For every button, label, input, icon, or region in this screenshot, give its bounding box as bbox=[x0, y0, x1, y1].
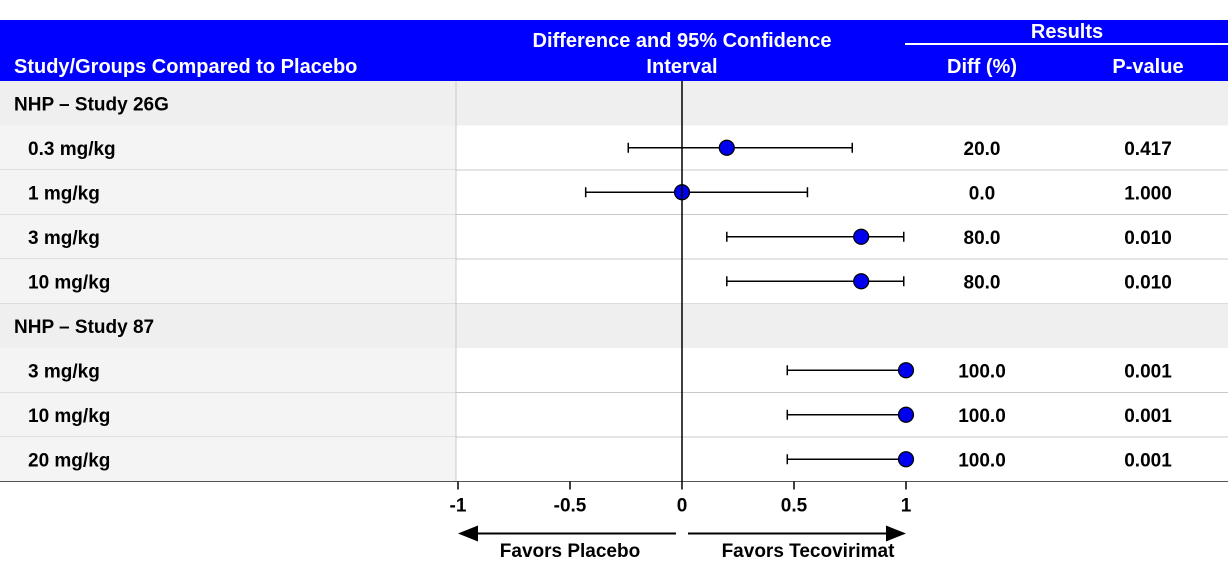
group-label-cell bbox=[0, 125, 456, 170]
point-estimate bbox=[853, 273, 870, 290]
group-label: 1 mg/kg bbox=[28, 183, 100, 204]
diff-value: 20.0 bbox=[964, 139, 1001, 160]
x-tick-label: 0.5 bbox=[781, 496, 808, 517]
group-label: 3 mg/kg bbox=[28, 361, 100, 382]
header-results: Results bbox=[1031, 21, 1103, 43]
diff-value: 80.0 bbox=[964, 272, 1001, 293]
group-label-cell bbox=[0, 170, 456, 215]
p-value: 0.010 bbox=[1124, 228, 1172, 249]
group-label-cell bbox=[0, 259, 456, 304]
table-header-background bbox=[0, 20, 1228, 81]
group-label: 3 mg/kg bbox=[28, 228, 100, 249]
header-pvalue: P-value bbox=[1112, 56, 1183, 78]
x-tick-label: 1 bbox=[901, 496, 912, 517]
point-estimate bbox=[897, 406, 915, 423]
p-value: 0.001 bbox=[1124, 361, 1172, 382]
group-label: 20 mg/kg bbox=[28, 450, 110, 471]
group-label: 10 mg/kg bbox=[28, 406, 110, 427]
study-name: NHP – Study 87 bbox=[14, 317, 154, 338]
study-row-background bbox=[0, 303, 1228, 348]
diff-value: 80.0 bbox=[964, 228, 1001, 249]
x-axis: -1 -0.5 0 0.5 1 bbox=[450, 481, 912, 517]
diff-value: 100.0 bbox=[958, 361, 1006, 382]
forest-marks bbox=[584, 81, 915, 482]
group-label: 0.3 mg/kg bbox=[28, 139, 116, 160]
x-tick-label: 0 bbox=[677, 496, 688, 517]
p-value: 1.000 bbox=[1124, 183, 1172, 204]
table-rows: NHP – Study 26G 0.3 mg/kg 20.0 0.417 1 mg/kg… bbox=[0, 81, 1228, 482]
p-value: 0.001 bbox=[1124, 450, 1172, 471]
p-value: 0.010 bbox=[1124, 272, 1172, 293]
p-value: 0.001 bbox=[1124, 406, 1172, 427]
point-estimate bbox=[853, 228, 870, 245]
header-ci-line2: Interval bbox=[646, 56, 717, 78]
p-value: 0.417 bbox=[1124, 139, 1172, 160]
favors-placebo-label: Favors Placebo bbox=[500, 541, 640, 562]
diff-value: 100.0 bbox=[958, 450, 1006, 471]
group-label-cell bbox=[0, 348, 456, 393]
x-tick-label: -0.5 bbox=[554, 496, 587, 517]
point-estimate bbox=[897, 362, 915, 379]
study-name: NHP – Study 26G bbox=[14, 94, 169, 115]
group-label: 10 mg/kg bbox=[28, 272, 110, 293]
group-label-cell bbox=[0, 392, 456, 437]
header-study-groups: Study/Groups Compared to Placebo bbox=[14, 56, 357, 78]
point-estimate bbox=[897, 451, 915, 468]
diff-value: 100.0 bbox=[958, 406, 1006, 427]
point-estimate bbox=[718, 139, 735, 156]
group-label-cell bbox=[0, 437, 456, 482]
group-label-cell bbox=[0, 214, 456, 259]
header-ci-line1: Difference and 95% Confidence bbox=[533, 30, 832, 52]
favors-tecovirimat-label: Favors Tecovirimat bbox=[722, 541, 896, 562]
diff-value: 0.0 bbox=[969, 183, 995, 204]
x-tick-label: -1 bbox=[450, 496, 467, 517]
study-row-background bbox=[0, 81, 1228, 126]
header-diff: Diff (%) bbox=[947, 56, 1017, 78]
